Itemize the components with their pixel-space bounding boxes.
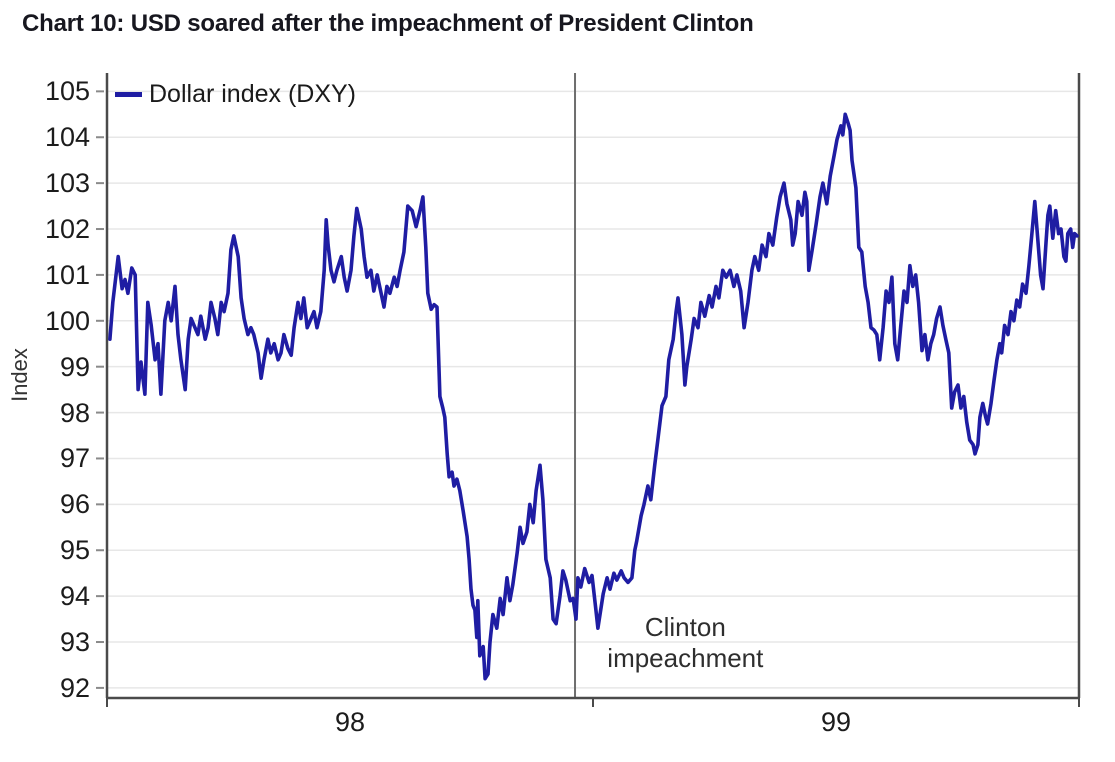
- y-axis-title: Index: [7, 348, 32, 402]
- y-tick-label: 99: [59, 351, 90, 382]
- y-tick-label: 97: [59, 443, 90, 474]
- y-tick-label: 92: [59, 672, 90, 703]
- y-tick-label: 103: [44, 168, 90, 199]
- y-tick-label: 104: [44, 122, 90, 153]
- annotation-line1: Clinton: [644, 612, 726, 643]
- y-tick-label: 100: [44, 305, 90, 336]
- legend-label: Dollar index (DXY): [149, 79, 357, 108]
- y-tick-label: 105: [44, 76, 90, 107]
- x-tick-label: 99: [820, 707, 852, 737]
- legend-line-swatch: [115, 91, 142, 97]
- y-tick-label: 102: [44, 214, 90, 245]
- y-tick-label: 93: [59, 627, 90, 658]
- chart-title: Chart 10: USD soared after the impeachme…: [22, 10, 754, 37]
- x-tick-label: 98: [334, 707, 366, 737]
- vline-annotation: Clinton impeachment: [607, 612, 763, 674]
- plot-canvas: [96, 73, 1081, 707]
- plot-area: Dollar index (DXY) Clinton impeachment 1…: [45, 73, 1081, 737]
- y-tick-label: 101: [44, 259, 90, 290]
- y-tick-label: 98: [59, 397, 90, 428]
- y-tick-label: 95: [59, 535, 90, 566]
- y-tick-label: 96: [59, 489, 90, 520]
- legend: Dollar index (DXY): [115, 79, 357, 108]
- dxy-line-series: [108, 112, 1079, 681]
- annotation-line2: impeachment: [607, 643, 764, 674]
- y-tick-label: 94: [59, 581, 90, 612]
